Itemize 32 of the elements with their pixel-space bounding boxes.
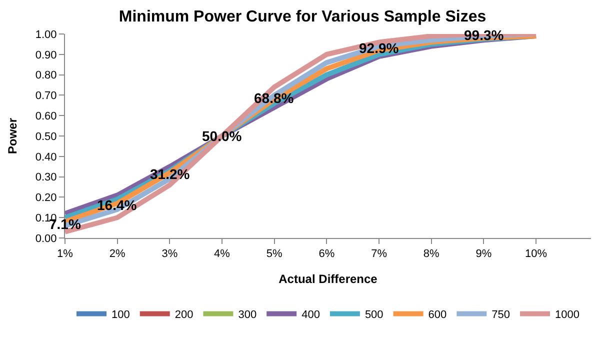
x-axis-title: Actual Difference xyxy=(278,272,378,286)
legend-label: 600 xyxy=(428,308,447,321)
x-tick-label: 9% xyxy=(476,248,492,260)
x-tick-label: 5% xyxy=(266,248,283,260)
y-tick-label: 0.50 xyxy=(35,130,57,143)
y-tick-label: 0.80 xyxy=(35,70,57,82)
legend-label: 500 xyxy=(364,308,384,321)
x-tick-label: 3% xyxy=(162,248,178,260)
y-axis-title: Power xyxy=(6,118,20,154)
legend-label: 100 xyxy=(112,308,130,321)
y-tick-label: 0.00 xyxy=(35,232,57,245)
annotation: 99.3% xyxy=(464,27,504,43)
y-tick-label: 0.30 xyxy=(35,172,57,184)
y-tick-label: 0.40 xyxy=(35,151,57,164)
y-tick-label: 0.70 xyxy=(35,90,57,102)
x-tick-label: 6% xyxy=(318,248,335,260)
y-tick-label: 1.00 xyxy=(35,28,57,41)
x-tick-label: 1% xyxy=(57,248,74,260)
y-tick-label: 0.20 xyxy=(35,192,57,204)
legend-label: 750 xyxy=(492,308,510,321)
x-tick-label: 4% xyxy=(214,248,230,260)
x-tick-label: 8% xyxy=(423,248,440,260)
legend-label: 200 xyxy=(174,308,194,321)
chart-title: Minimum Power Curve for Various Sample Sizes xyxy=(118,8,486,26)
x-tick-label: 7% xyxy=(371,248,388,260)
x-tick-label: 2% xyxy=(109,248,126,260)
legend-label: 1000 xyxy=(555,308,580,321)
legend-label: 300 xyxy=(238,308,257,321)
legend-label: 400 xyxy=(302,308,320,321)
y-tick-label: 0.90 xyxy=(35,49,57,62)
y-tick-label: 0.60 xyxy=(35,110,57,122)
x-tick-label: 10% xyxy=(525,248,548,260)
